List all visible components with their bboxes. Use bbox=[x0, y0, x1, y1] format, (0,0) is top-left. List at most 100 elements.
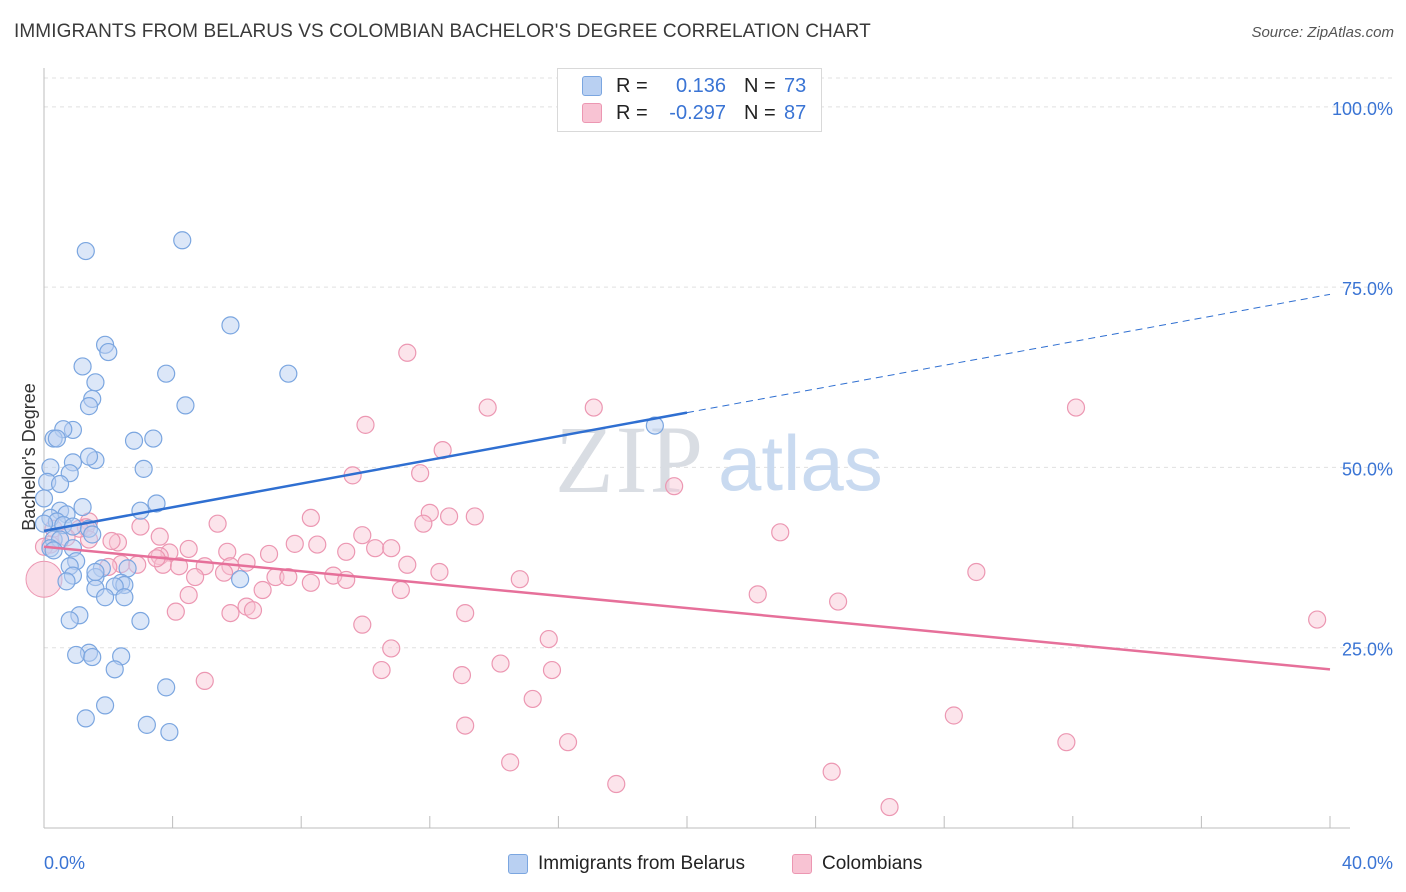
colombians-point bbox=[308, 535, 327, 554]
colombians-point bbox=[179, 539, 198, 559]
belarus-point bbox=[115, 588, 134, 607]
belarus-point bbox=[231, 570, 250, 589]
colombians-point bbox=[243, 601, 263, 620]
colombians-point bbox=[391, 580, 410, 600]
colombians-point bbox=[880, 797, 899, 817]
bottom-legend-label-belarus: Immigrants from Belarus bbox=[538, 853, 745, 874]
legend-row-belarus: R = 0.136 N = 73 bbox=[582, 73, 806, 99]
legend-r-label: R = bbox=[616, 74, 648, 97]
belarus-point bbox=[144, 429, 163, 448]
colombians-point bbox=[411, 464, 430, 483]
legend-n-label: N = bbox=[744, 101, 776, 124]
colombians-point bbox=[337, 542, 356, 561]
belarus-point bbox=[176, 396, 195, 415]
colombians-point bbox=[195, 671, 214, 690]
colombians-point bbox=[382, 539, 401, 558]
watermark: ZIP atlas bbox=[555, 406, 883, 513]
belarus-point bbox=[221, 316, 240, 335]
colombians-point bbox=[218, 542, 237, 561]
colombians-point bbox=[539, 629, 558, 649]
colombians-point bbox=[179, 585, 198, 605]
colombians-point bbox=[829, 592, 848, 611]
stats-legend: R = 0.136 N = 73 R = -0.297 N = 87 bbox=[557, 68, 822, 132]
colombians-point bbox=[967, 562, 986, 582]
colombians-point bbox=[237, 553, 256, 572]
colombians-point bbox=[771, 523, 790, 542]
belarus-point bbox=[86, 562, 105, 582]
colombians-point bbox=[414, 514, 433, 533]
colombians-point bbox=[478, 398, 497, 417]
bottom-legend-swatch-colombians bbox=[792, 854, 812, 874]
legend-swatch-belarus bbox=[582, 76, 602, 96]
colombians-trend-line bbox=[43, 545, 1331, 671]
colombians-point bbox=[665, 477, 684, 496]
x-tick-label-max: 40.0% bbox=[1342, 853, 1393, 873]
belarus-point bbox=[105, 660, 124, 679]
colombians-point bbox=[25, 560, 63, 598]
bottom-legend-colombians: Colombians bbox=[792, 852, 922, 876]
colombians-point bbox=[253, 580, 272, 600]
belarus-trend-extension bbox=[686, 293, 1331, 414]
colombians-point bbox=[108, 533, 128, 552]
colombians-points bbox=[25, 343, 1327, 817]
belarus-point bbox=[79, 447, 99, 466]
legend-row-colombians: R = -0.297 N = 87 bbox=[582, 100, 806, 126]
colombians-point bbox=[353, 526, 372, 545]
belarus-point bbox=[67, 645, 86, 665]
belarus-points bbox=[34, 231, 664, 742]
legend-swatch-colombians bbox=[582, 103, 602, 123]
legend-n-value: 73 bbox=[784, 74, 807, 97]
colombians-point bbox=[398, 343, 417, 362]
belarus-point bbox=[173, 231, 192, 250]
colombians-point bbox=[1308, 610, 1327, 629]
y-tick-label: 25.0% bbox=[1342, 640, 1393, 660]
tick-labels: 25.0% 50.0% 75.0% 100.0% 0.0% 40.0% bbox=[44, 99, 1393, 873]
legend-r-value: 0.136 bbox=[675, 74, 726, 97]
belarus-point bbox=[157, 678, 176, 697]
colombians-point bbox=[301, 573, 320, 592]
belarus-point bbox=[47, 429, 66, 448]
colombians-point bbox=[439, 507, 459, 526]
belarus-point bbox=[131, 501, 150, 520]
axes bbox=[43, 68, 1350, 829]
belarus-point bbox=[160, 722, 179, 742]
colombians-point bbox=[822, 762, 841, 781]
belarus-point bbox=[95, 696, 115, 715]
colombians-point bbox=[501, 753, 520, 772]
colombians-point bbox=[748, 585, 767, 604]
belarus-trend-line bbox=[43, 411, 688, 533]
legend-r-value: -0.297 bbox=[669, 101, 726, 124]
y-tick-label: 100.0% bbox=[1332, 99, 1393, 119]
belarus-point bbox=[44, 541, 63, 560]
colombians-point bbox=[607, 774, 626, 794]
colombians-point bbox=[131, 517, 150, 536]
belarus-point bbox=[60, 611, 79, 630]
belarus-point bbox=[83, 525, 102, 544]
belarus-point bbox=[79, 397, 99, 416]
bottom-legend-swatch-belarus bbox=[508, 854, 528, 874]
colombians-point bbox=[285, 534, 304, 553]
belarus-point bbox=[99, 342, 118, 362]
colombians-point bbox=[542, 660, 562, 680]
watermark-atlas: atlas bbox=[718, 419, 883, 507]
y-axis-label: Bachelor's Degree bbox=[19, 383, 39, 531]
bottom-legend-belarus: Immigrants from Belarus bbox=[508, 852, 745, 876]
x-tick-label-min: 0.0% bbox=[44, 853, 85, 873]
colombians-point bbox=[491, 654, 510, 673]
legend-n-value: 87 bbox=[784, 101, 807, 124]
belarus-point bbox=[95, 588, 115, 607]
belarus-point bbox=[134, 459, 153, 478]
belarus-point bbox=[86, 373, 105, 392]
colombians-point bbox=[456, 716, 475, 735]
colombians-point bbox=[372, 660, 391, 680]
colombians-point bbox=[301, 508, 320, 528]
belarus-point bbox=[645, 416, 664, 435]
legend-n-label: N = bbox=[744, 74, 776, 97]
colombians-point bbox=[584, 398, 603, 417]
legend-r-label: R = bbox=[616, 101, 648, 124]
colombians-point bbox=[166, 602, 185, 621]
belarus-point bbox=[34, 489, 54, 508]
colombians-point bbox=[153, 555, 173, 574]
colombians-point bbox=[456, 603, 475, 623]
